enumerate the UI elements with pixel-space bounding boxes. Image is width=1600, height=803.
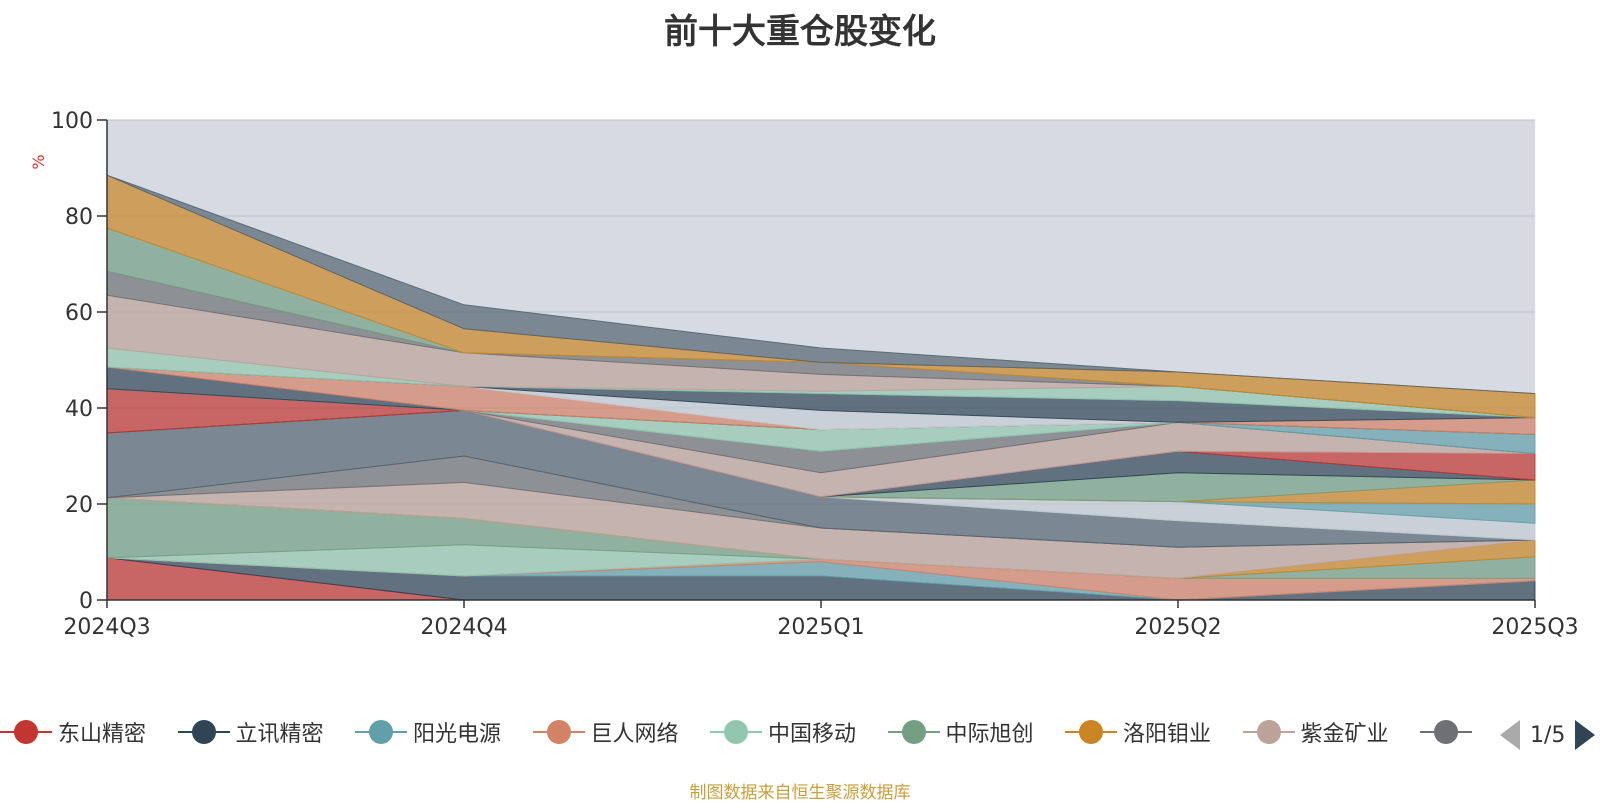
legend-next-arrow-icon[interactable] bbox=[1575, 720, 1596, 750]
legend-item-label: 东山精密 bbox=[58, 722, 147, 747]
legend-item-label: 立讯精密 bbox=[235, 722, 324, 747]
legend-marker-icon bbox=[355, 718, 407, 746]
legend-marker-icon bbox=[532, 718, 585, 746]
chart-title: 前十大重仓股变化 bbox=[664, 12, 936, 52]
y-axis-label: % bbox=[29, 154, 48, 169]
x-tick-label: 2025Q2 bbox=[1134, 615, 1221, 640]
legend-item[interactable]: 阳光电源 bbox=[355, 712, 501, 752]
axes: 0 20 40 60 80 100 2024Q3 2024Q4 2025Q1 2025Q2 2025… bbox=[51, 109, 1579, 640]
y-tick-label: 20 bbox=[65, 493, 93, 518]
legend-marker-icon bbox=[177, 718, 230, 746]
stacked-area-chart: 0 20 40 60 80 100 2024Q3 2024Q4 2025Q1 2025Q2 2025… bbox=[29, 109, 1579, 640]
legend-item[interactable]: 中国移动 bbox=[710, 712, 856, 752]
legend-item[interactable]: 宁 bbox=[1420, 712, 1478, 752]
x-tick-label: 2024Q3 bbox=[63, 615, 150, 640]
legend-marker-icon bbox=[887, 718, 940, 746]
legend-marker-icon bbox=[1065, 718, 1117, 746]
legend-marker-icon bbox=[1242, 718, 1295, 746]
x-tick-label: 2025Q3 bbox=[1491, 615, 1578, 640]
y-tick-label: 40 bbox=[65, 397, 93, 422]
legend-page-indicator: 1/5 bbox=[1530, 722, 1566, 748]
legend-item-label: 紫金矿业 bbox=[1300, 722, 1389, 747]
legend-marker-icon bbox=[0, 718, 52, 746]
legend-item[interactable]: 立讯精密 bbox=[177, 712, 324, 752]
legend-item[interactable]: 紫金矿业 bbox=[1242, 712, 1389, 752]
x-tick-label: 2024Q4 bbox=[420, 615, 507, 640]
area-series bbox=[106, 174, 1536, 601]
legend: 东山精密 立讯精密 阳光电源 巨人网络 中国移动 中际旭创 洛阳钼业 紫金矿业 宁 bbox=[0, 712, 1600, 760]
legend-items: 东山精密 立讯精密 阳光电源 巨人网络 中国移动 中际旭创 洛阳钼业 紫金矿业 宁 bbox=[0, 712, 1478, 760]
legend-item[interactable]: 东山精密 bbox=[0, 712, 146, 752]
legend-item-label: 中际旭创 bbox=[945, 722, 1034, 747]
x-tick-label: 2025Q1 bbox=[777, 615, 864, 640]
source-note: 制图数据来自恒生聚源数据库 bbox=[689, 783, 911, 803]
legend-prev-arrow-icon[interactable] bbox=[1500, 720, 1520, 750]
legend-item[interactable]: 巨人网络 bbox=[532, 712, 679, 752]
legend-pager: 1/5 bbox=[1500, 720, 1596, 750]
area-series-30 bbox=[106, 174, 1536, 395]
y-tick-label: 60 bbox=[65, 301, 93, 326]
legend-item-label: 中国移动 bbox=[768, 722, 857, 747]
legend-marker-icon bbox=[1420, 718, 1472, 746]
y-tick-label: 0 bbox=[79, 589, 93, 614]
legend-item-label: 洛阳钼业 bbox=[1123, 722, 1212, 747]
y-tick-label: 100 bbox=[51, 109, 93, 134]
legend-item[interactable]: 中际旭创 bbox=[887, 712, 1034, 752]
legend-marker-icon bbox=[710, 718, 762, 746]
legend-item[interactable]: 洛阳钼业 bbox=[1065, 712, 1211, 752]
y-tick-label: 80 bbox=[65, 205, 93, 230]
legend-item-label: 巨人网络 bbox=[590, 722, 679, 747]
legend-item-label: 阳光电源 bbox=[413, 722, 502, 747]
